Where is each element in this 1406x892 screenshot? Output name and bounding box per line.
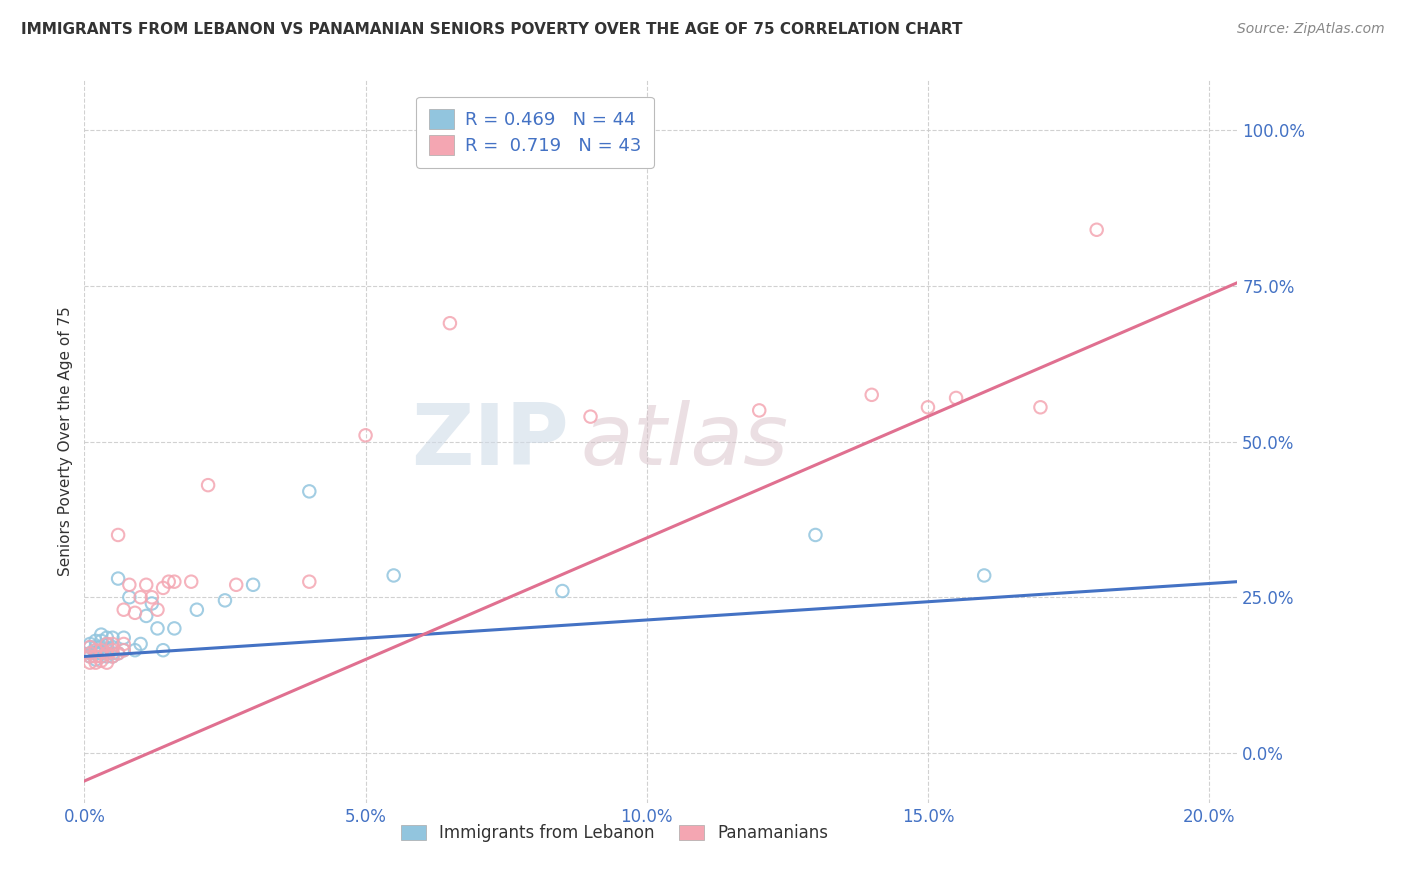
Point bbox=[101, 631, 124, 645]
Point bbox=[96, 656, 118, 670]
Point bbox=[84, 646, 107, 660]
Point bbox=[186, 603, 208, 617]
Point bbox=[84, 643, 107, 657]
Point bbox=[163, 574, 186, 589]
Point bbox=[112, 637, 135, 651]
Point bbox=[107, 528, 129, 542]
Point bbox=[197, 478, 219, 492]
Point bbox=[163, 621, 186, 635]
Point bbox=[90, 643, 112, 657]
Text: atlas: atlas bbox=[581, 400, 789, 483]
Point bbox=[96, 646, 118, 660]
Point bbox=[79, 640, 101, 654]
Point bbox=[101, 643, 124, 657]
Point bbox=[118, 591, 141, 605]
Point bbox=[579, 409, 602, 424]
Point bbox=[124, 643, 146, 657]
Point bbox=[141, 597, 163, 611]
Point bbox=[79, 656, 101, 670]
Point bbox=[748, 403, 770, 417]
Point bbox=[96, 631, 118, 645]
Point bbox=[152, 581, 174, 595]
Point bbox=[90, 649, 112, 664]
Point bbox=[90, 643, 112, 657]
Point bbox=[112, 631, 135, 645]
Point bbox=[551, 584, 574, 599]
Point bbox=[146, 603, 169, 617]
Point bbox=[101, 649, 124, 664]
Point bbox=[101, 640, 124, 654]
Y-axis label: Seniors Poverty Over the Age of 75: Seniors Poverty Over the Age of 75 bbox=[58, 307, 73, 576]
Point bbox=[298, 484, 321, 499]
Point bbox=[90, 654, 112, 668]
Point bbox=[141, 591, 163, 605]
Point bbox=[84, 643, 107, 657]
Point bbox=[84, 640, 107, 654]
Point bbox=[84, 656, 107, 670]
Point bbox=[439, 316, 461, 330]
Point bbox=[107, 646, 129, 660]
Point bbox=[298, 574, 321, 589]
Point bbox=[382, 568, 405, 582]
Point bbox=[90, 627, 112, 641]
Point bbox=[96, 637, 118, 651]
Point bbox=[860, 388, 883, 402]
Point bbox=[152, 643, 174, 657]
Point bbox=[79, 649, 101, 664]
Point bbox=[96, 637, 118, 651]
Point bbox=[135, 609, 157, 624]
Point bbox=[112, 603, 135, 617]
Point bbox=[129, 637, 152, 651]
Point bbox=[79, 646, 101, 660]
Point bbox=[354, 428, 377, 442]
Point bbox=[84, 652, 107, 666]
Point bbox=[90, 633, 112, 648]
Point bbox=[124, 606, 146, 620]
Point bbox=[180, 574, 202, 589]
Point bbox=[146, 621, 169, 635]
Point bbox=[84, 649, 107, 664]
Point bbox=[96, 643, 118, 657]
Point bbox=[225, 578, 247, 592]
Point bbox=[101, 649, 124, 664]
Point bbox=[118, 578, 141, 592]
Point bbox=[96, 646, 118, 660]
Point bbox=[242, 578, 264, 592]
Point bbox=[112, 643, 135, 657]
Text: Source: ZipAtlas.com: Source: ZipAtlas.com bbox=[1237, 22, 1385, 37]
Point bbox=[1085, 223, 1108, 237]
Point bbox=[112, 643, 135, 657]
Legend: Immigrants from Lebanon, Panamanians: Immigrants from Lebanon, Panamanians bbox=[394, 817, 835, 848]
Point bbox=[79, 646, 101, 660]
Point bbox=[107, 572, 129, 586]
Point bbox=[79, 640, 101, 654]
Point bbox=[96, 649, 118, 664]
Point bbox=[90, 646, 112, 660]
Point bbox=[90, 640, 112, 654]
Point bbox=[157, 574, 180, 589]
Text: ZIP: ZIP bbox=[411, 400, 568, 483]
Point bbox=[804, 528, 827, 542]
Point bbox=[214, 593, 236, 607]
Point bbox=[101, 646, 124, 660]
Point bbox=[135, 578, 157, 592]
Point bbox=[945, 391, 967, 405]
Point bbox=[129, 591, 152, 605]
Point bbox=[90, 649, 112, 664]
Point bbox=[79, 649, 101, 664]
Point bbox=[917, 401, 939, 415]
Point bbox=[79, 637, 101, 651]
Point bbox=[1029, 401, 1052, 415]
Point bbox=[107, 646, 129, 660]
Point bbox=[84, 633, 107, 648]
Text: IMMIGRANTS FROM LEBANON VS PANAMANIAN SENIORS POVERTY OVER THE AGE OF 75 CORRELA: IMMIGRANTS FROM LEBANON VS PANAMANIAN SE… bbox=[21, 22, 963, 37]
Point bbox=[101, 637, 124, 651]
Point bbox=[973, 568, 995, 582]
